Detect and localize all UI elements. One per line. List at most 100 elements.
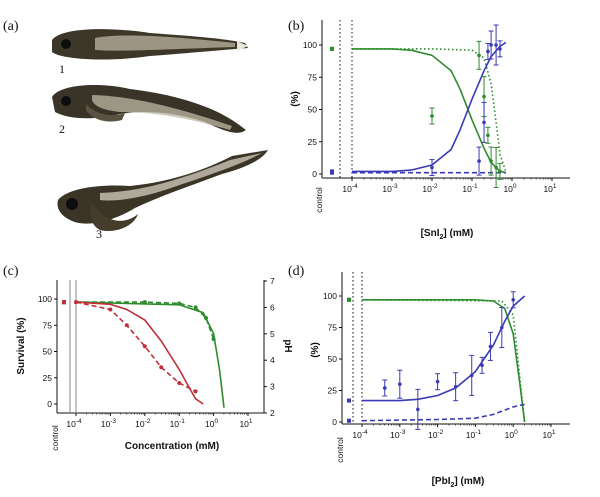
- d-y-ticks: 0 25 50 75 100: [323, 291, 342, 427]
- b-x-axis-label: [SnI2] (mM): [421, 228, 474, 241]
- d-y-tick-label: 25: [328, 386, 338, 396]
- d-x-ticks: 10-4 10-3 10-2 10-1 100 101: [352, 424, 556, 440]
- b-x-tick-label: 10-4: [342, 183, 358, 194]
- c-x-tick-label: 10-3: [101, 418, 117, 429]
- panel-c-label: (c): [3, 264, 19, 279]
- b-x-tick-label: 10-3: [382, 183, 398, 194]
- c-x-tick-label: 101: [239, 418, 252, 429]
- c-data-point-red: [159, 365, 164, 370]
- panel-a-label: (a): [3, 19, 19, 34]
- d-y-tick-label: 0: [332, 417, 337, 427]
- b-curves: [330, 41, 507, 175]
- d-data-point-blue: [435, 379, 440, 384]
- panel-a-fish-images: 1 2 3: [52, 29, 268, 241]
- d-series-green-dotted-line: [361, 299, 526, 423]
- c-y-tick-label: 100: [38, 294, 52, 304]
- c-control-label: control: [50, 425, 60, 451]
- d-data-point-blue: [469, 373, 474, 378]
- d-x-tick-label: 10-3: [390, 429, 406, 440]
- d-data-point-blue: [511, 297, 515, 302]
- c-x-axis-label: Concentration (mM): [125, 441, 219, 452]
- b-control-marker-blue: [330, 170, 334, 175]
- fish-number-2: 2: [59, 122, 65, 136]
- b-y-tick-label: 75: [308, 72, 318, 82]
- panel-b-label: (b): [288, 19, 305, 34]
- chart-panel-c: 0 25 50 75 100 2 3 4 5 6 7 10-4 10-3 10-2 10-1 100 101…: [16, 276, 293, 452]
- c-data-point-red: [108, 307, 113, 312]
- c-x-tick-label: 10-2: [135, 418, 151, 429]
- c-y2-tick-label: 5: [270, 329, 275, 339]
- b-data-point-green: [494, 165, 498, 170]
- c-data-point-red: [124, 323, 129, 328]
- c-y-tick-label: 50: [43, 347, 53, 357]
- fish-number-1: 1: [59, 62, 65, 76]
- d-data-point-blue: [416, 407, 420, 412]
- d-y-tick-label: 100: [323, 291, 337, 301]
- d-x-tick-label: 10-1: [466, 429, 482, 440]
- b-series-blue-solid-line: [352, 41, 507, 173]
- fish-image-2: [52, 85, 246, 133]
- b-y-ticks: 0 25 50 75 100: [303, 40, 322, 179]
- d-curves: [347, 295, 526, 423]
- b-data-point-blue: [489, 43, 493, 47]
- c-data-point-red: [193, 389, 198, 394]
- b-y-axis-label: (%): [290, 91, 301, 107]
- b-data-point-blue: [430, 165, 434, 170]
- d-points: [382, 291, 516, 430]
- d-x-tick-label: 10-2: [428, 429, 444, 440]
- b-data-point-green: [430, 114, 434, 118]
- b-data-point-green: [486, 133, 490, 138]
- c-data-point-red: [177, 381, 182, 385]
- b-data-point-green: [489, 159, 493, 163]
- c-series-red-solid-line: [75, 301, 204, 405]
- d-x-tick-label: 100: [505, 429, 518, 440]
- c-y2-tick-label: 2: [270, 408, 275, 418]
- c-y-tick-label: 0: [47, 399, 52, 409]
- b-data-point-blue: [486, 49, 490, 54]
- b-x-tick-label: 10-1: [462, 183, 478, 194]
- b-data-point-blue: [482, 120, 486, 125]
- c-data-point-green: [177, 301, 182, 306]
- c-y2-ticks: 2 3 4 5 6 7: [264, 276, 275, 418]
- d-data-point-blue: [500, 325, 504, 330]
- c-y2-tick-label: 6: [270, 302, 275, 312]
- c-y2-axis-label: pH: [282, 339, 293, 352]
- c-y-axis-label: Survival (%): [16, 317, 27, 374]
- b-data-point-green: [498, 169, 502, 174]
- b-points: [429, 24, 503, 189]
- chart-panel-b: 0 25 50 75 100 10-4 10-3 10-2 10-1 100 101 contro…: [290, 20, 570, 241]
- b-y-tick-label: 0: [312, 169, 317, 179]
- d-y-tick-label: 50: [328, 354, 338, 364]
- c-data-point-green: [142, 300, 147, 305]
- d-control-marker-green: [347, 297, 351, 302]
- d-y-tick-label: 75: [328, 323, 338, 333]
- b-y-tick-label: 100: [303, 40, 317, 50]
- d-y-axis-label: (%): [310, 342, 321, 358]
- b-data-point-blue: [498, 47, 502, 51]
- c-y2-tick-label: 3: [270, 382, 275, 392]
- d-control-marker-blue: [347, 398, 351, 403]
- c-series-green-solid-line: [75, 301, 225, 408]
- d-x-tick-label: 101: [542, 429, 555, 440]
- d-data-point-blue: [382, 386, 387, 390]
- c-points: [74, 300, 216, 394]
- fish-number-3: 3: [96, 227, 102, 241]
- d-data-point-blue: [453, 384, 458, 389]
- b-series-green-solid-line: [352, 48, 506, 174]
- d-series-blue-solid-line: [362, 295, 526, 402]
- c-data-point-green: [203, 315, 208, 320]
- c-x-tick-label: 10-1: [170, 418, 186, 429]
- chart-panel-d: 0 25 50 75 100 10-4 10-3 10-2 10-1 100 101 contro…: [310, 272, 570, 489]
- c-y-tick-label: 25: [43, 373, 53, 383]
- b-x-ticks: 10-4 10-3 10-2 10-1 100 101: [342, 178, 557, 194]
- c-y-tick-label: 75: [43, 320, 53, 330]
- c-data-point-red: [142, 344, 147, 349]
- b-x-tick-label: 101: [543, 183, 556, 194]
- d-control-label: control: [335, 437, 345, 463]
- c-x-tick-label: 10-4: [66, 418, 82, 429]
- d-data-point-blue: [480, 363, 484, 368]
- b-data-point-green: [477, 53, 481, 58]
- c-data-point-green: [193, 305, 198, 310]
